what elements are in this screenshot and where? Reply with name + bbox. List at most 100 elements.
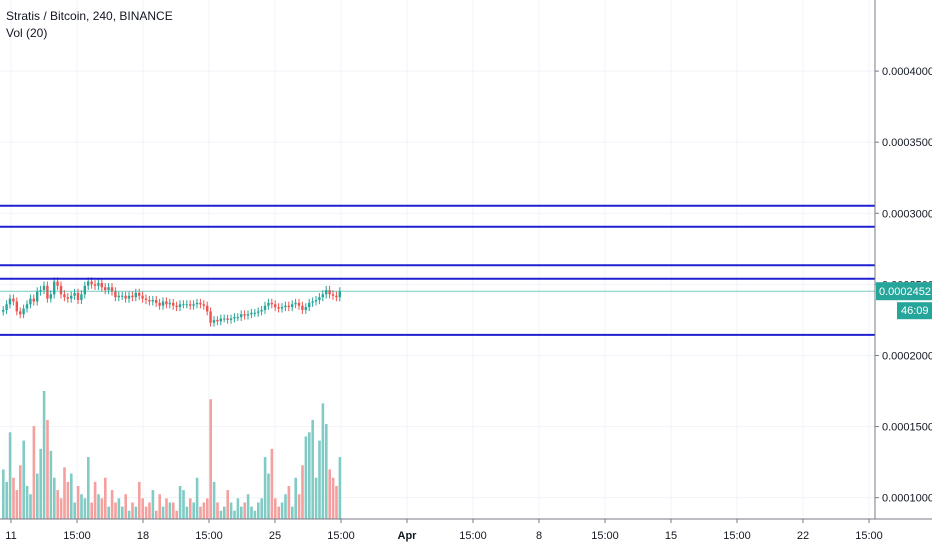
candle-body [155, 300, 158, 303]
candle-body [216, 319, 219, 322]
candle-body [240, 314, 243, 318]
candle-body [114, 291, 117, 298]
candle-body [321, 294, 324, 298]
volume-bar [287, 485, 291, 519]
volume-bar [63, 467, 66, 519]
axes [0, 0, 932, 520]
volume-bar [325, 424, 328, 519]
candle-body [233, 317, 236, 319]
volume-bar [280, 502, 284, 519]
candle-body [49, 294, 52, 299]
candle-body [287, 305, 290, 308]
candle-body [104, 287, 107, 291]
candle-body [93, 284, 97, 286]
candle-body [314, 300, 318, 302]
candle-body [263, 305, 267, 310]
candle-body [253, 312, 256, 314]
volume-bar [110, 490, 114, 519]
volume-bar [328, 469, 331, 519]
symbol-title[interactable]: Stratis / Bitcoin, 240, BINANCE [6, 9, 173, 23]
volume-bar [76, 485, 80, 519]
candle-body [301, 305, 304, 310]
candle-body [131, 295, 134, 298]
candle-body [110, 287, 114, 292]
candle-body [97, 282, 100, 286]
volume-bar [165, 498, 168, 519]
volume-bar [104, 477, 107, 519]
candle-body [335, 295, 338, 298]
candle-body [229, 318, 233, 320]
candle-body [12, 298, 15, 302]
candle-body [328, 290, 331, 295]
volume-bar [243, 502, 246, 519]
candle-body [144, 298, 148, 301]
volume-bar [246, 494, 250, 519]
candle-body [73, 292, 76, 296]
volume-bar [178, 485, 182, 519]
volume-bar [141, 498, 144, 519]
countdown-value: 46:09 [901, 305, 929, 317]
time-tick-label: 25 [269, 530, 281, 542]
volume-bar [148, 502, 151, 519]
volume-bar [107, 506, 110, 519]
price-tick-label: 0.0001000 [882, 493, 932, 505]
volume-bar [297, 494, 301, 519]
volume-bar [138, 481, 141, 519]
candle-body [209, 311, 212, 323]
candle-body [219, 318, 222, 322]
candle-body [42, 285, 46, 291]
time-tick-label: 15:00 [723, 530, 751, 542]
volume-bar [42, 391, 46, 519]
time-tick-label: 15:00 [591, 530, 619, 542]
volume-indicator-label[interactable]: Vol (20) [6, 26, 48, 40]
volume-bar [212, 481, 216, 519]
volume-bar [144, 506, 148, 519]
candle-body [182, 304, 185, 306]
volume-bar [199, 506, 202, 519]
candle-body [250, 312, 253, 315]
price-tick-label: 0.0004000 [882, 66, 932, 78]
volume-bar [2, 469, 5, 519]
volume-bar [83, 498, 87, 519]
countdown-bg [897, 302, 932, 320]
volume-bar [202, 502, 206, 519]
horizontal-lines[interactable] [0, 204, 875, 336]
volume-bar [182, 490, 185, 519]
candle-body [80, 294, 83, 301]
time-axis[interactable]: 11 15:00 18 15:00 25 15:00 Apr 15:00 8 15:00 15 15:… [5, 519, 932, 542]
candle-body [148, 300, 151, 302]
candle-body [141, 295, 144, 299]
volume-bar [267, 473, 270, 519]
chart-legend: Stratis / Bitcoin, 240, BINANCE Vol (20) [6, 8, 173, 42]
time-tick-label: 18 [137, 530, 149, 542]
volume-bar [5, 481, 8, 519]
candle-body [117, 295, 120, 298]
time-tick-label: 8 [536, 530, 542, 542]
candle-body [195, 302, 199, 305]
candle-body [246, 314, 250, 316]
volume-bar [304, 436, 308, 519]
candle-body [308, 302, 311, 308]
chart-grid [0, 0, 875, 519]
candle-body [178, 304, 182, 308]
volume-bar [127, 510, 131, 519]
volume-bar [53, 477, 56, 519]
volume-bar [8, 432, 12, 519]
volume-bar [331, 477, 335, 519]
volume-bar [19, 465, 22, 519]
volume-bar [175, 510, 178, 519]
candle-body [192, 304, 195, 306]
price-label-bg [876, 282, 932, 301]
volume-bar [80, 494, 83, 519]
volume-bar [36, 473, 39, 519]
candle-body [202, 304, 205, 306]
time-tick-label: 15 [665, 530, 677, 542]
candle-body [199, 302, 202, 305]
volume-bar [209, 399, 212, 519]
volume-bar [59, 498, 63, 519]
volume-bar [219, 510, 223, 519]
volume-bar [311, 419, 314, 519]
volume-bar [195, 477, 199, 519]
candle-body [185, 304, 188, 306]
